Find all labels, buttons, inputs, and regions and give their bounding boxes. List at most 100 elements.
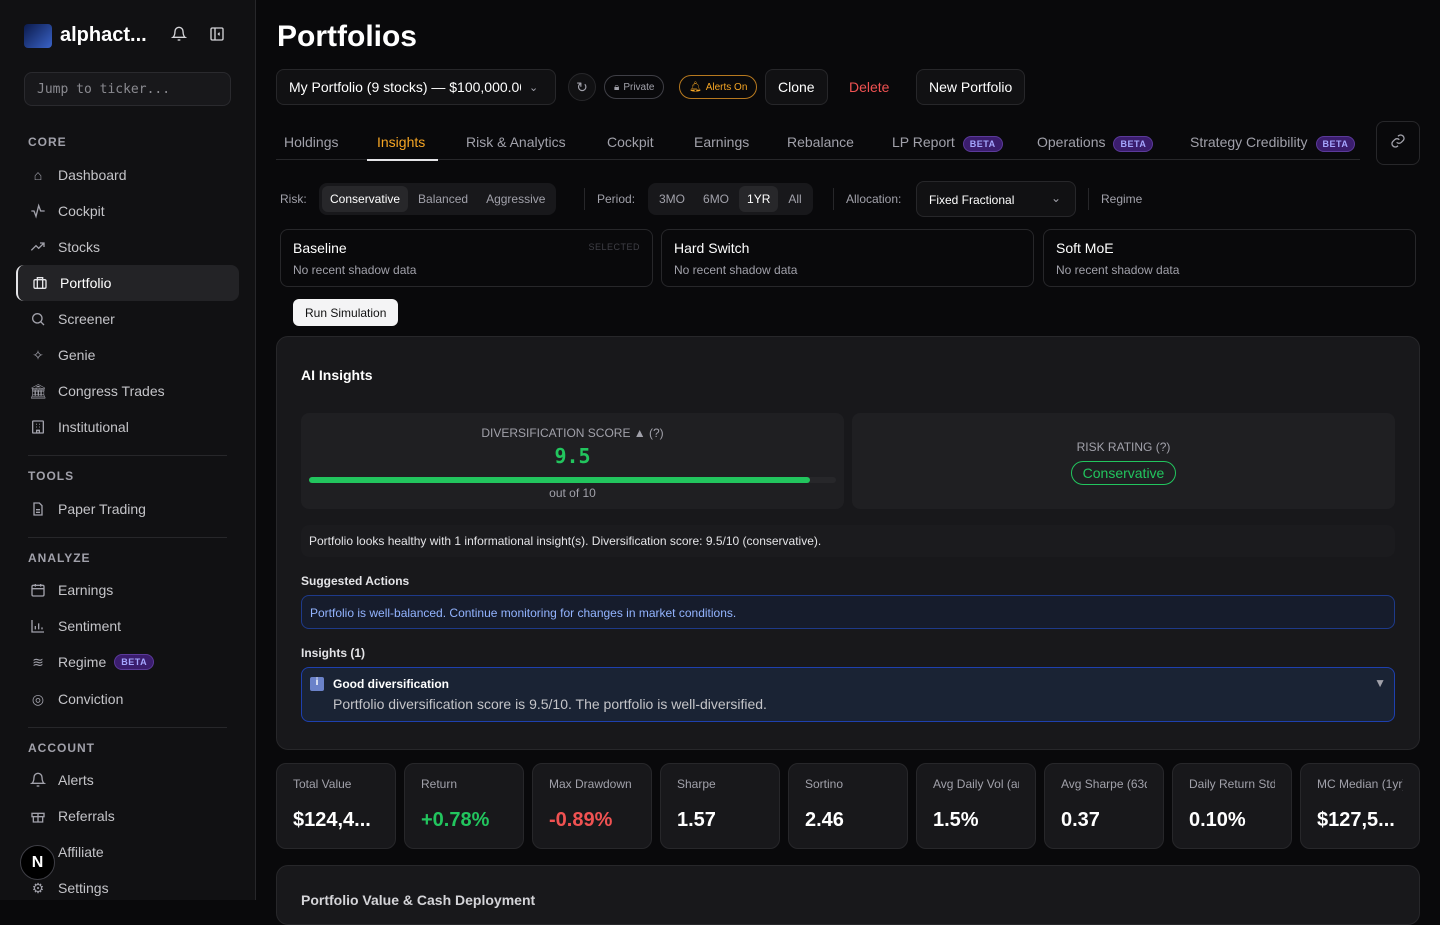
period-3mo[interactable]: 3MO (659, 192, 686, 206)
metric-value: $124,4... (293, 809, 371, 831)
tab-operations[interactable]: Operations BETA (1037, 134, 1154, 152)
sidebar-item-regime[interactable]: ≋ Regime BETA (16, 644, 239, 680)
label: Genie (58, 347, 96, 363)
tab-label: Strategy Credibility (1190, 134, 1308, 150)
share-link-button[interactable] (1376, 121, 1420, 165)
label: Portfolio (60, 275, 112, 291)
strategy-name: Hard Switch (674, 240, 750, 256)
private-toggle[interactable]: 🔒︎ Private (604, 75, 665, 99)
page-title: Portfolios (277, 20, 417, 53)
metric-card: Sharpe 1.57 (660, 763, 780, 849)
gift-icon (30, 808, 46, 824)
sidebar-item-institutional[interactable]: Institutional (16, 409, 239, 445)
period-all[interactable]: All (788, 192, 802, 206)
bell-icon[interactable] (170, 26, 188, 44)
sidebar-item-earnings[interactable]: Earnings (16, 572, 239, 608)
strategy-card-baseline[interactable]: Baseline No recent shadow data SELECTED (280, 229, 653, 287)
expand-caret-icon[interactable]: ▼ (1374, 676, 1386, 690)
metric-card: Sortino 2.46 (788, 763, 908, 849)
activity-icon (30, 203, 46, 219)
sidebar-item-stocks[interactable]: Stocks (16, 229, 239, 265)
allocation-select[interactable]: Fixed Fractional ⌄ (916, 181, 1076, 217)
sidebar-item-dashboard[interactable]: ⌂ Dashboard (16, 157, 239, 193)
divider (28, 727, 227, 728)
ai-insights-panel: AI Insights DIVERSIFICATION SCORE ▲ (?) … (276, 336, 1420, 750)
sidebar-item-portfolio[interactable]: Portfolio (16, 265, 239, 301)
portfolio-select[interactable]: My Portfolio (9 stocks) — $100,000.00 ⌄ (276, 69, 556, 105)
tab-rebalance[interactable]: Rebalance (787, 134, 854, 150)
diversification-label[interactable]: DIVERSIFICATION SCORE ▲ (?) (481, 426, 664, 440)
strategy-name: Baseline (293, 240, 347, 256)
sidebar-item-cockpit[interactable]: Cockpit (16, 193, 239, 229)
sidebar-item-alerts[interactable]: Alerts (16, 762, 239, 798)
refresh-button[interactable]: ↻ (568, 73, 596, 101)
tab-lp-report[interactable]: LP Report BETA (892, 134, 1003, 152)
tab-cockpit[interactable]: Cockpit (607, 134, 654, 150)
metric-label: Max Drawdown (549, 777, 632, 791)
metric-label: Avg Daily Vol (ann) (933, 777, 1019, 791)
label: Cockpit (58, 203, 105, 219)
sidebar-item-sentiment[interactable]: Sentiment (16, 608, 239, 644)
tab-bar: Holdings Insights Risk & Analytics Cockp… (276, 122, 1360, 160)
risk-conservative[interactable]: Conservative (322, 186, 409, 212)
selected-tag: SELECTED (588, 242, 640, 252)
tab-holdings[interactable]: Holdings (284, 134, 339, 150)
tab-earnings[interactable]: Earnings (694, 134, 750, 150)
metric-value: +0.78% (421, 809, 490, 831)
risk-aggressive[interactable]: Aggressive (486, 192, 546, 206)
label: Affiliate (58, 844, 104, 860)
metric-label: MC Median (1yr) (1317, 777, 1403, 791)
alerts-toggle[interactable]: 🔔︎ Alerts On (679, 75, 758, 99)
new-portfolio-button[interactable]: New Portfolio (916, 69, 1026, 105)
private-label: Private (623, 81, 655, 93)
section-account: ACCOUNT (28, 741, 95, 755)
ticker-search-input[interactable]: Jump to ticker... (24, 72, 231, 106)
sidebar-item-referrals[interactable]: Referrals (16, 798, 239, 834)
sidebar-item-affiliate[interactable]: Affiliate (16, 834, 239, 870)
clone-button[interactable]: Clone (765, 69, 828, 105)
logo[interactable] (24, 24, 52, 48)
label: Dashboard (58, 167, 127, 183)
metric-value: 1.5% (933, 809, 979, 831)
sidebar-item-paper-trading[interactable]: Paper Trading (16, 491, 239, 527)
divider (28, 455, 227, 456)
risk-rating-label[interactable]: RISK RATING (?) (1076, 440, 1171, 454)
tab-insights[interactable]: Insights (377, 134, 426, 150)
trending-up-icon (30, 239, 46, 255)
metric-value: 2.46 (805, 809, 844, 831)
insight-item[interactable]: i Good diversification Portfolio diversi… (301, 667, 1395, 722)
risk-balanced[interactable]: Balanced (418, 192, 469, 206)
risk-label: Risk: (280, 192, 307, 206)
brand-name[interactable]: alphact... (60, 24, 147, 46)
metric-label: Sharpe (677, 777, 716, 791)
metric-card: Total Value $124,4... (276, 763, 396, 849)
search-icon (30, 311, 46, 327)
strategy-card-soft-moe[interactable]: Soft MoE No recent shadow data (1043, 229, 1416, 287)
run-simulation-button[interactable]: Run Simulation (293, 299, 399, 326)
regime-toggle[interactable]: Regime (1101, 192, 1143, 206)
beta-badge: BETA (1315, 136, 1356, 152)
tab-strategy-credibility[interactable]: Strategy Credibility BETA (1190, 134, 1356, 152)
chevron-down-icon: ⌄ (529, 81, 539, 94)
label: Alerts (58, 772, 94, 788)
strategy-card-hard-switch[interactable]: Hard Switch No recent shadow data (661, 229, 1034, 287)
bell-icon (30, 772, 46, 788)
risk-rating-card: RISK RATING (?) Conservative (852, 413, 1395, 509)
suggested-action: Portfolio is well-balanced. Continue mon… (301, 595, 1395, 629)
divider (1088, 188, 1089, 210)
sidebar-item-conviction[interactable]: ◎ Conviction (16, 681, 239, 717)
sparkles-icon: ✧ (32, 346, 44, 363)
delete-button[interactable]: Delete (849, 79, 890, 95)
sidebar-item-congress-trades[interactable]: 🏛︎ Congress Trades (16, 373, 239, 409)
link-icon (1390, 133, 1406, 154)
sidebar-item-genie[interactable]: ✧ Genie (16, 337, 239, 373)
sidebar: alphact... Jump to ticker... CORE ⌂ Dashb… (0, 0, 256, 900)
metric-label: Total Value (293, 777, 352, 791)
sidebar-item-screener[interactable]: Screener (16, 301, 239, 337)
tab-risk-analytics[interactable]: Risk & Analytics (466, 134, 566, 150)
sidebar-item-settings[interactable]: ⚙ Settings (16, 870, 239, 906)
avatar[interactable]: N (20, 845, 55, 880)
period-1yr[interactable]: 1YR (739, 186, 779, 212)
collapse-sidebar-icon[interactable] (208, 26, 226, 44)
period-6mo[interactable]: 6MO (703, 192, 730, 206)
